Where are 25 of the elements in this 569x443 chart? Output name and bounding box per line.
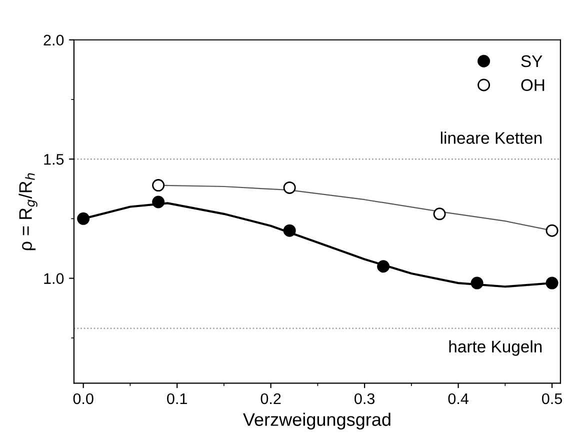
x-tick-label: 0.2 xyxy=(260,393,281,404)
ref-line-label: harte Kugeln xyxy=(449,340,542,356)
x-tick-label: 0.4 xyxy=(448,393,468,404)
x-tick-label: 0.5 xyxy=(542,393,562,404)
point xyxy=(283,224,296,237)
legend-label: OH xyxy=(521,79,544,91)
ref-line-label: lineare Ketten xyxy=(440,132,542,144)
y-tick-label: 1.0 xyxy=(44,273,64,284)
y-axis-title: ρ = R$_{g}$/R$_{h}$ xyxy=(18,173,38,250)
point xyxy=(152,179,165,192)
x-tick-label: 0.1 xyxy=(167,393,187,404)
x-tick-label: 0.3 xyxy=(354,393,375,404)
x-axis-title: Verzweigungsgrad xyxy=(243,412,390,430)
point xyxy=(283,181,296,194)
point xyxy=(546,276,558,290)
point xyxy=(377,260,390,273)
y-tick-label: 2.0 xyxy=(44,34,64,46)
point xyxy=(546,224,558,237)
point xyxy=(433,208,446,220)
y-tick-label: 1.5 xyxy=(44,154,64,165)
point xyxy=(152,196,165,208)
point xyxy=(77,212,90,225)
legend-label: SY xyxy=(521,55,542,68)
point xyxy=(470,276,484,290)
x-tick-label: 0.0 xyxy=(73,393,94,404)
